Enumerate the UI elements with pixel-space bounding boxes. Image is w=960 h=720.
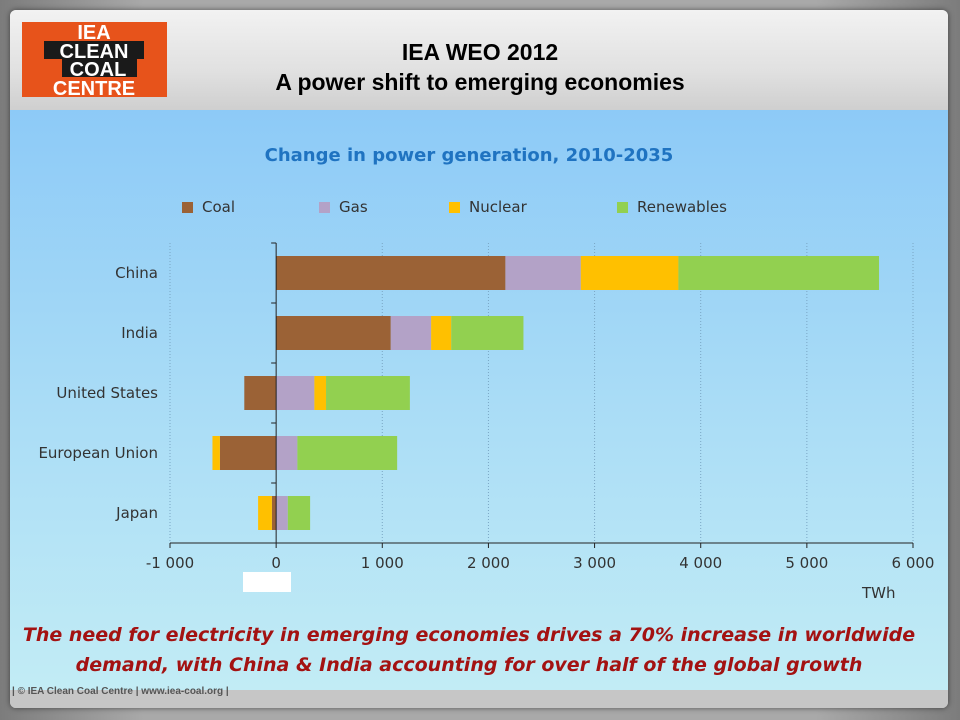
y-tick-label-0: China <box>115 264 158 282</box>
caption: The need for electricity in emerging eco… <box>0 620 938 680</box>
y-tick-label-2: United States <box>56 384 158 402</box>
bar-european-union-gas <box>276 436 298 470</box>
slide: IEA CLEAN COAL CENTRE IEA WEO 2012 A pow… <box>10 10 948 708</box>
iea-clean-coal-centre-logo: IEA CLEAN COAL CENTRE <box>22 22 167 97</box>
bar-european-union-nuclear <box>212 436 220 470</box>
bar-united-states-nuclear <box>314 376 327 410</box>
white-box <box>243 572 291 592</box>
caption-line-2: demand, with China & India accounting fo… <box>75 654 863 676</box>
legend-label-nuclear: Nuclear <box>469 198 527 216</box>
slide-body <box>10 110 948 690</box>
bar-japan-nuclear <box>258 496 272 530</box>
bar-japan-coal <box>271 496 277 530</box>
x-tick-label-0: -1 000 <box>146 554 194 572</box>
y-tick-label-3: European Union <box>38 444 158 462</box>
x-tick-label-4: 3 000 <box>573 554 616 572</box>
legend-swatch-renewables <box>617 201 628 213</box>
caption-line-1: The need for electricity in emerging eco… <box>22 624 916 646</box>
logo-line-1: IEA <box>77 22 110 44</box>
bar-united-states-gas <box>276 376 315 410</box>
legend-label-renewables: Renewables <box>637 198 727 216</box>
bar-india-coal <box>276 316 391 350</box>
chart-legend: Coal Gas Nuclear Renewables <box>0 198 938 220</box>
legend-label-gas: Gas <box>339 198 368 216</box>
logo-line-3: COAL <box>70 59 127 81</box>
bar-china-coal <box>276 256 506 290</box>
bar-japan-gas <box>276 496 288 530</box>
footer-bar <box>10 690 948 708</box>
bar-india-renewables <box>451 316 524 350</box>
bar-united-states-renewables <box>326 376 410 410</box>
bar-china-nuclear <box>580 256 679 290</box>
x-tick-label-6: 5 000 <box>785 554 828 572</box>
x-axis-unit-label: TWh <box>862 584 896 602</box>
bar-european-union-renewables <box>297 436 398 470</box>
x-tick-label-3: 2 000 <box>467 554 510 572</box>
y-tick-label-1: India <box>121 324 158 342</box>
logo-line-2: CLEAN <box>60 41 129 63</box>
legend-swatch-gas <box>319 201 330 213</box>
bar-china-renewables <box>678 256 880 290</box>
legend-swatch-coal <box>182 201 193 213</box>
legend-item-coal: Coal <box>182 198 235 216</box>
footer-text: | © IEA Clean Coal Centre | www.iea-coal… <box>12 686 229 697</box>
x-tick-label-2: 1 000 <box>361 554 404 572</box>
logo-line-4: CENTRE <box>53 78 135 97</box>
legend-swatch-nuclear <box>449 201 460 213</box>
x-tick-label-5: 4 000 <box>679 554 722 572</box>
bar-china-gas <box>505 256 581 290</box>
chart-title: Change in power generation, 2010-2035 <box>264 145 674 166</box>
bar-india-gas <box>390 316 432 350</box>
slide-title: IEA WEO 2012 A power shift to emerging e… <box>190 37 770 97</box>
y-tick-label-4: Japan <box>115 504 158 522</box>
title-line-1: IEA WEO 2012 <box>401 39 559 65</box>
legend-item-nuclear: Nuclear <box>449 198 527 216</box>
legend-label-coal: Coal <box>202 198 236 216</box>
bar-european-union-coal <box>219 436 277 470</box>
bar-india-nuclear <box>431 316 452 350</box>
legend-item-gas: Gas <box>319 198 368 216</box>
bar-united-states-coal <box>244 376 277 410</box>
x-tick-label-1: 0 <box>271 554 281 572</box>
bar-japan-renewables <box>287 496 311 530</box>
legend-item-renewables: Renewables <box>617 198 727 216</box>
x-tick-label-7: 6 000 <box>892 554 935 572</box>
title-line-2: A power shift to emerging economies <box>275 69 685 95</box>
